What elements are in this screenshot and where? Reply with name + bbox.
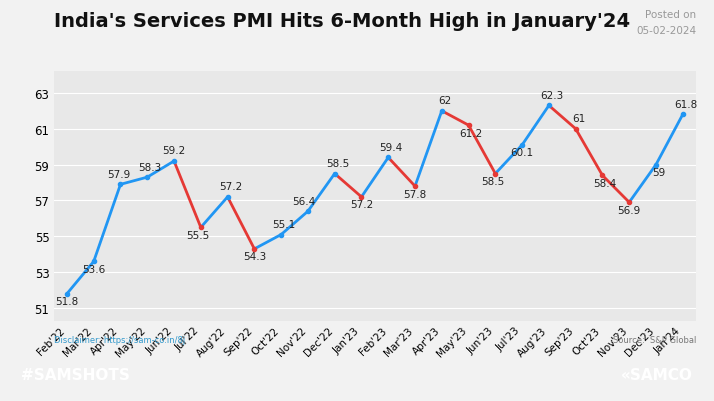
Text: 57.9: 57.9 xyxy=(108,169,131,179)
Text: 56.9: 56.9 xyxy=(618,205,641,215)
Text: 61.8: 61.8 xyxy=(674,99,697,109)
Text: 58.5: 58.5 xyxy=(326,159,349,168)
Text: 61: 61 xyxy=(572,114,585,124)
Text: 58.3: 58.3 xyxy=(139,162,161,172)
Text: 59.4: 59.4 xyxy=(379,142,403,152)
Text: 56.4: 56.4 xyxy=(292,196,316,206)
Text: 51.8: 51.8 xyxy=(55,296,79,306)
Text: 53.6: 53.6 xyxy=(82,264,106,274)
Text: 61.2: 61.2 xyxy=(460,128,483,138)
Text: 59.2: 59.2 xyxy=(162,146,186,156)
Text: 62: 62 xyxy=(438,96,451,106)
Text: 57.2: 57.2 xyxy=(218,182,242,192)
Text: 57.2: 57.2 xyxy=(350,200,373,210)
Text: #SAMSHOTS: #SAMSHOTS xyxy=(21,367,130,383)
Text: 60.1: 60.1 xyxy=(511,148,533,158)
Text: 59: 59 xyxy=(652,168,665,178)
Text: Disclaimer: https://sam-co.in/8j: Disclaimer: https://sam-co.in/8j xyxy=(54,335,185,344)
Text: India's Services PMI Hits 6-Month High in January'24: India's Services PMI Hits 6-Month High i… xyxy=(54,12,630,31)
Text: 55.5: 55.5 xyxy=(186,230,210,240)
Text: 57.8: 57.8 xyxy=(403,189,427,199)
Text: «SAMCO: «SAMCO xyxy=(620,367,693,383)
Text: Posted on: Posted on xyxy=(645,10,696,20)
Text: Source:  S&P Global: Source: S&P Global xyxy=(613,335,696,344)
Text: 54.3: 54.3 xyxy=(243,252,266,262)
Text: 58.5: 58.5 xyxy=(481,176,504,186)
Text: 55.1: 55.1 xyxy=(272,219,296,229)
Text: 58.4: 58.4 xyxy=(593,178,617,188)
Text: 05-02-2024: 05-02-2024 xyxy=(636,26,696,36)
Text: 62.3: 62.3 xyxy=(540,91,563,101)
